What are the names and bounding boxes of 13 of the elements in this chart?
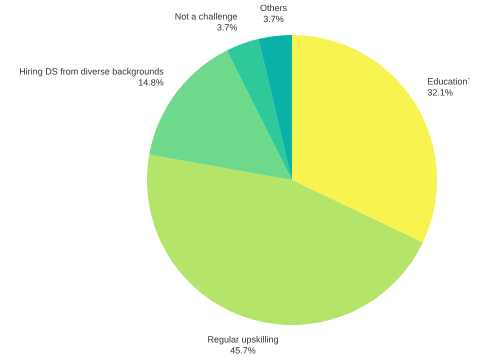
pie-slice xyxy=(258,35,292,180)
slice-label: Hiring DS from diverse backgrounds xyxy=(19,66,164,76)
slice-label: Regular upskilling xyxy=(208,334,279,344)
slice-label: Education` xyxy=(427,76,470,87)
pie-slice xyxy=(147,154,423,325)
data-label: 3.7% xyxy=(216,22,238,33)
pie-slice xyxy=(226,38,292,180)
slice-label: Others xyxy=(260,3,288,14)
slice-label: Not a challenge xyxy=(174,12,238,22)
data-label: 3.7% xyxy=(263,14,284,24)
data-label: 14.8% xyxy=(138,77,164,88)
data-label: 45.7% xyxy=(230,345,256,356)
data-label: 32.1% xyxy=(427,88,453,98)
